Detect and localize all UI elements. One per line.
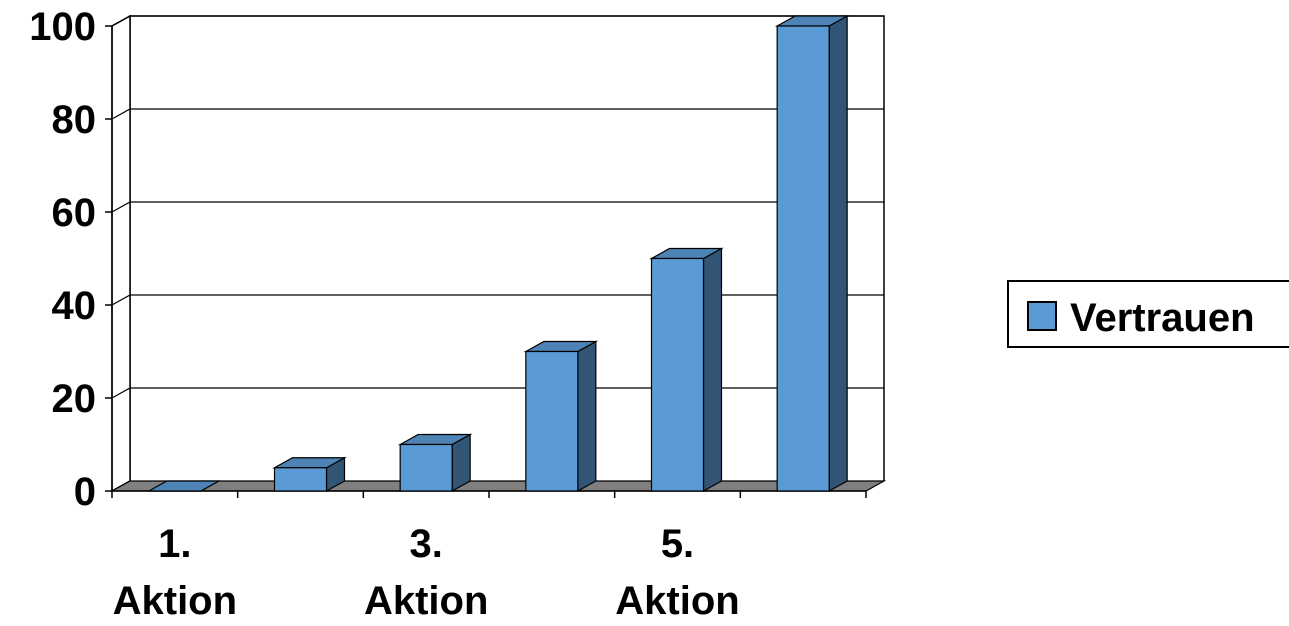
- bar-side: [702, 247, 723, 493]
- bar: [649, 247, 724, 493]
- y-axis-tick-labels: 0 20 40 60 80 100: [29, 5, 96, 514]
- bar-side: [828, 14, 848, 493]
- x-axis-tick-labels: 1. Aktion 3. Aktion 5. Aktion: [113, 522, 740, 623]
- y-tick-label: 80: [52, 98, 97, 142]
- back-wall: [129, 15, 885, 481]
- legend-swatch: [1027, 301, 1057, 331]
- legend-label: Vertrauen: [1070, 296, 1255, 340]
- gridline: [111, 108, 884, 120]
- bar: [397, 433, 473, 493]
- plot-walls: [111, 14, 885, 493]
- gridlines: [111, 15, 884, 399]
- bar-side: [577, 340, 597, 493]
- y-tick-label: 100: [29, 5, 96, 49]
- bar-front: [650, 257, 705, 492]
- x-category-label-line: 1.: [158, 522, 191, 566]
- gridline: [111, 15, 884, 27]
- bars: [146, 14, 850, 493]
- x-category-label-line: 3.: [409, 522, 442, 566]
- x-category-label: 5. Aktion: [615, 522, 739, 623]
- chart-floor: [109, 480, 887, 492]
- gridline: [111, 201, 884, 213]
- bar-front: [776, 25, 830, 492]
- bar: [774, 14, 850, 493]
- bar: [146, 480, 222, 492]
- y-tick-label: 20: [52, 377, 97, 421]
- axes: [105, 25, 867, 498]
- bar: [272, 456, 347, 493]
- gridline: [111, 294, 884, 306]
- x-category-label: 3. Aktion: [364, 522, 488, 623]
- x-category-label-line: 5.: [661, 522, 694, 566]
- y-tick-label: 40: [52, 284, 97, 328]
- bar: [523, 340, 599, 493]
- x-category-label-line: Aktion: [113, 579, 237, 623]
- y-tick-label: 60: [52, 191, 97, 235]
- bar-front: [525, 350, 579, 492]
- bar-front: [399, 443, 453, 492]
- y-tick-label: 0: [74, 470, 96, 514]
- bar-top: [146, 480, 222, 492]
- floor-plane: [109, 480, 887, 492]
- x-category-label-line: Aktion: [364, 579, 488, 623]
- x-category-label: 1. Aktion: [113, 522, 237, 623]
- side-wall: [111, 14, 131, 493]
- x-category-label-line: Aktion: [615, 579, 739, 623]
- legend: Vertrauen: [1007, 280, 1289, 348]
- gridline: [111, 387, 884, 399]
- bar-front: [273, 467, 328, 492]
